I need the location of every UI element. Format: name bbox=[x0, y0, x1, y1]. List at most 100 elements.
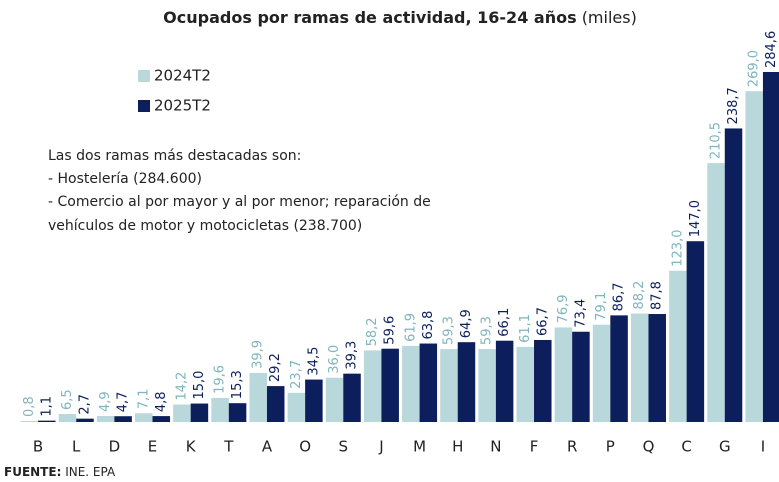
bar bbox=[592, 324, 611, 422]
bar bbox=[173, 404, 191, 422]
annotation-line: vehículos de motor y motocicletas (238.7… bbox=[48, 218, 362, 234]
x-tick-label: B bbox=[33, 438, 43, 456]
legend-label: 2024T2 bbox=[154, 67, 211, 85]
value-label: 59,3 bbox=[480, 316, 495, 345]
x-tick-label: L bbox=[72, 438, 81, 456]
annotation-line: - Hostelería (284.600) bbox=[48, 171, 202, 187]
value-label: 64,9 bbox=[459, 309, 474, 338]
x-tick-label: K bbox=[186, 438, 197, 456]
annotation-line: Las dos ramas más destacadas son: bbox=[48, 148, 301, 164]
bar bbox=[20, 421, 39, 422]
bar bbox=[228, 403, 247, 422]
value-label: 1,1 bbox=[39, 396, 54, 417]
bar bbox=[58, 414, 77, 422]
bar bbox=[190, 403, 209, 422]
x-tick-label: A bbox=[262, 438, 273, 456]
value-label: 4,7 bbox=[116, 392, 131, 413]
value-label: 59,3 bbox=[441, 316, 456, 345]
bar bbox=[419, 343, 438, 422]
bar bbox=[630, 313, 649, 422]
bar bbox=[648, 314, 666, 422]
x-tick-label: O bbox=[299, 438, 311, 456]
value-label: 0,8 bbox=[22, 396, 37, 417]
value-label: 76,9 bbox=[556, 294, 571, 323]
bar bbox=[38, 420, 56, 422]
bar bbox=[287, 392, 306, 422]
x-tick-label: T bbox=[223, 438, 234, 456]
value-label: 15,3 bbox=[230, 370, 245, 399]
bar bbox=[572, 331, 590, 422]
chart-title: Ocupados por ramas de actividad, 16-24 a… bbox=[163, 8, 576, 27]
bar bbox=[76, 418, 94, 422]
bar bbox=[114, 416, 132, 422]
bar bbox=[305, 379, 323, 422]
value-label: 210,5 bbox=[709, 122, 724, 159]
value-label: 88,2 bbox=[632, 281, 647, 310]
bar bbox=[516, 346, 535, 422]
x-tick-label: G bbox=[719, 438, 731, 456]
chart-subtitle: (miles) bbox=[582, 8, 637, 27]
value-label: 123,0 bbox=[670, 230, 685, 267]
x-tick-label: S bbox=[339, 438, 349, 456]
value-label: 23,7 bbox=[289, 360, 304, 389]
bar bbox=[610, 315, 628, 422]
x-tick-label: E bbox=[148, 438, 157, 456]
value-label: 29,2 bbox=[268, 353, 283, 382]
value-label: 61,9 bbox=[403, 313, 418, 342]
bar bbox=[495, 340, 514, 422]
value-label: 59,6 bbox=[383, 316, 398, 345]
bar bbox=[249, 372, 267, 422]
value-label: 147,0 bbox=[688, 200, 703, 237]
value-label: 6,5 bbox=[60, 389, 75, 410]
value-label: 36,0 bbox=[327, 345, 342, 374]
x-tick-label: M bbox=[413, 438, 426, 456]
value-label: 63,8 bbox=[421, 311, 436, 340]
bar bbox=[381, 348, 399, 422]
bar bbox=[724, 128, 743, 423]
x-tick-label: I bbox=[761, 438, 765, 456]
bar bbox=[669, 270, 687, 422]
value-label: 2,7 bbox=[77, 394, 92, 415]
value-label: 15,0 bbox=[192, 371, 207, 400]
x-tick-label: C bbox=[681, 438, 691, 456]
legend-swatch bbox=[138, 100, 150, 112]
value-label: 39,3 bbox=[345, 341, 360, 370]
x-tick-label: D bbox=[109, 438, 121, 456]
value-label: 238,7 bbox=[726, 87, 741, 124]
bar bbox=[96, 415, 115, 422]
annotation: Las dos ramas más destacadas son: - Host… bbox=[48, 148, 431, 234]
bar bbox=[686, 241, 705, 422]
bar bbox=[343, 373, 361, 422]
value-label: 269,0 bbox=[747, 50, 762, 87]
value-label: 58,2 bbox=[365, 317, 380, 346]
value-label: 34,5 bbox=[306, 347, 321, 376]
bar bbox=[554, 327, 573, 422]
value-label: 61,1 bbox=[518, 314, 533, 343]
x-tick-label: N bbox=[490, 438, 501, 456]
value-label: 7,1 bbox=[136, 389, 151, 410]
x-tick-label: R bbox=[567, 438, 577, 456]
bar bbox=[478, 349, 496, 422]
legend-swatch bbox=[138, 70, 150, 82]
source: FUENTE: INE. EPA bbox=[4, 465, 116, 479]
value-label: 66,1 bbox=[497, 308, 512, 337]
bar bbox=[211, 397, 229, 422]
x-tick-label: J bbox=[378, 438, 383, 456]
value-label: 19,6 bbox=[213, 365, 228, 394]
bar bbox=[457, 342, 476, 422]
bar bbox=[440, 349, 458, 422]
value-label: 66,7 bbox=[535, 307, 550, 336]
value-label: 73,4 bbox=[573, 299, 588, 328]
value-label: 4,8 bbox=[154, 391, 169, 412]
chart-title-group: Ocupados por ramas de actividad, 16-24 a… bbox=[163, 8, 637, 27]
source-label: FUENTE: bbox=[4, 465, 61, 479]
source-text: INE. EPA bbox=[65, 465, 116, 479]
annotation-line: - Comercio al por mayor y al por menor; … bbox=[48, 194, 431, 210]
x-tick-label: P bbox=[606, 438, 615, 456]
x-tick-label: Q bbox=[643, 438, 655, 456]
value-label: 39,9 bbox=[251, 340, 266, 369]
value-label: 79,1 bbox=[594, 292, 609, 321]
legend-label: 2025T2 bbox=[154, 97, 211, 115]
bar bbox=[325, 377, 344, 422]
